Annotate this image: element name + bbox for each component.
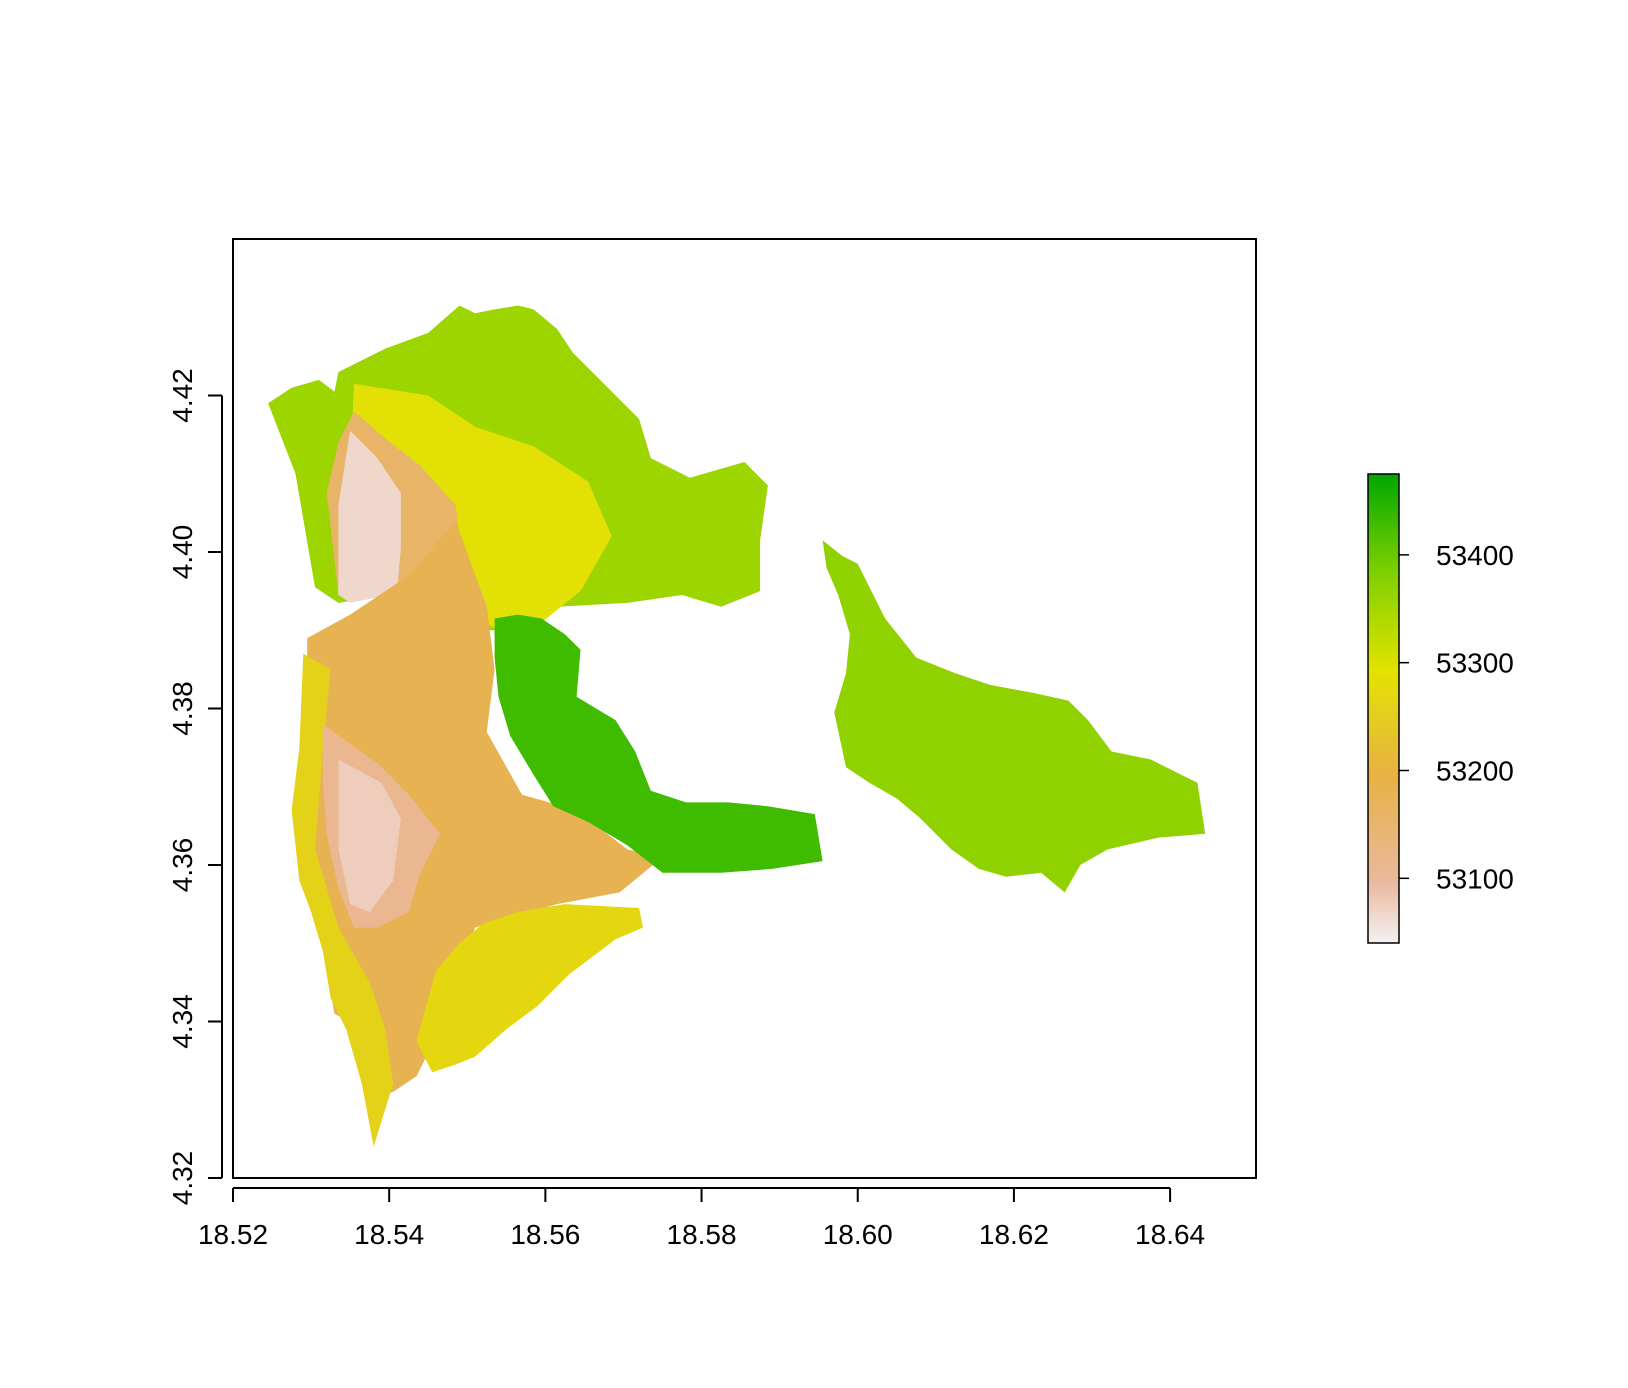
- x-tick-label: 18.60: [823, 1219, 893, 1250]
- region-central-orange: [295, 520, 663, 1096]
- x-tick-label: 18.58: [667, 1219, 737, 1250]
- x-tick-label: 18.62: [979, 1219, 1049, 1250]
- y-tick-label: 4.34: [167, 994, 198, 1049]
- y-tick-label: 4.32: [167, 1151, 198, 1206]
- colorbar-tick-label: 53100: [1436, 863, 1514, 894]
- region-southwest-pale-pink: [338, 759, 401, 912]
- x-tick-label: 18.54: [354, 1219, 424, 1250]
- region-south-strip: [416, 904, 643, 1073]
- region-center-dark-green: [494, 614, 823, 873]
- plot-frame: [232, 238, 1257, 1179]
- colorbar-tick-label: 53300: [1436, 648, 1514, 679]
- x-tick-label: 18.56: [510, 1219, 580, 1250]
- y-axis: 4.32 4.34 4.36 4.38 4.40 4.42: [167, 368, 223, 1206]
- colorbar: 53100 53200 53300 53400: [1367, 473, 1514, 944]
- raster-regions: [268, 305, 1206, 1147]
- region-southwest-yellow-edge: [291, 653, 394, 1147]
- y-tick-label: 4.38: [167, 681, 198, 736]
- y-tick-label: 4.40: [167, 525, 198, 580]
- colorbar-gradient: [1367, 473, 1400, 944]
- region-east-green: [822, 540, 1206, 893]
- y-tick-label: 4.36: [167, 838, 198, 893]
- x-axis: 18.52 18.54 18.56 18.58 18.60 18.62 18.64: [198, 1187, 1205, 1250]
- region-northwest-pale-pink: [338, 430, 401, 603]
- colorbar-tick-label: 53200: [1436, 755, 1514, 786]
- x-tick-label: 18.64: [1135, 1219, 1205, 1250]
- x-tick-label: 18.52: [198, 1219, 268, 1250]
- colorbar-tick-label: 53400: [1436, 540, 1514, 571]
- y-tick-label: 4.42: [167, 368, 198, 423]
